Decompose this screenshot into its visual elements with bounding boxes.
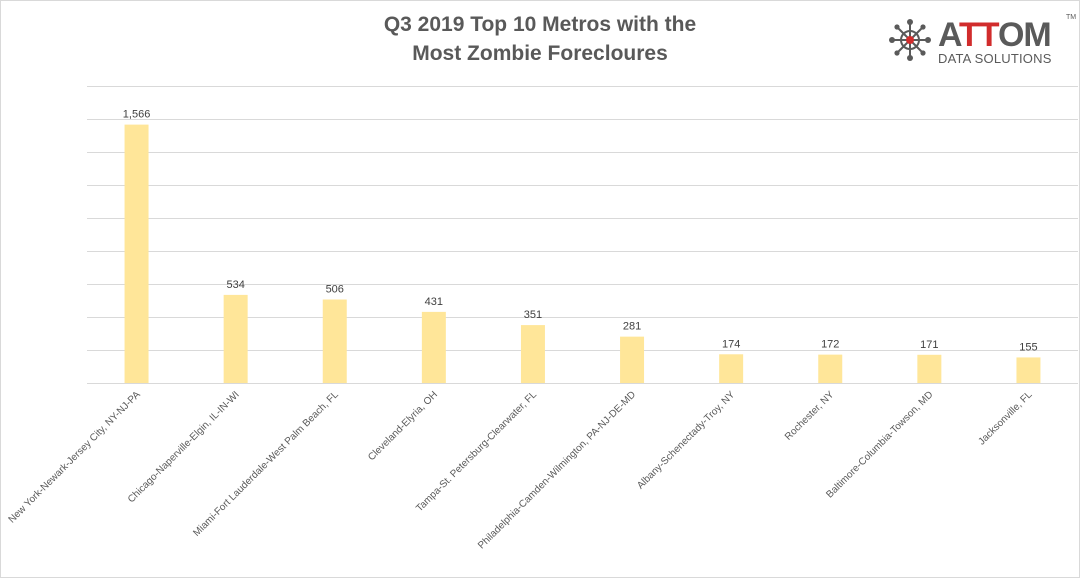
network-globe-icon: [889, 19, 931, 61]
bar: [917, 354, 942, 383]
data-label: 534: [226, 279, 244, 291]
data-label: 155: [1019, 341, 1037, 353]
chart-title-line2: Most Zombie Forecloures: [412, 42, 668, 65]
category-label: New York-Newark-Jersey City, NY-NJ-PA: [7, 389, 143, 525]
category-label: Tampa-St. Petersburg-Clearwater, FL: [414, 389, 539, 514]
bar: [520, 325, 545, 383]
logo-wordmark: ATTOM: [938, 16, 1052, 54]
attom-logo: ATTOM TM DATA SOLUTIONS: [886, 14, 1078, 70]
logo-wordmark-prefix: A: [938, 16, 960, 54]
chart-title: Q3 2019 Top 10 Metros with the Most Zomb…: [290, 10, 790, 68]
chart-title-line1: Q3 2019 Top 10 Metros with the: [383, 13, 697, 36]
category-label: Baltimore-Columbia-Towson, MD: [824, 389, 935, 500]
data-label: 172: [821, 339, 839, 351]
data-label: 174: [722, 338, 740, 350]
bar: [223, 294, 248, 383]
data-label: 171: [920, 339, 938, 351]
category-label: Cleveland-Elyria, OH: [366, 389, 440, 463]
category-labels: New York-Newark-Jersey City, NY-NJ-PAChi…: [7, 389, 1035, 551]
data-label: 351: [524, 309, 542, 321]
bar: [818, 354, 843, 383]
data-labels: 1,566 534 506 431 351 281 174 172 171 155: [123, 109, 1038, 354]
bar: [1016, 357, 1041, 383]
data-label: 506: [326, 284, 344, 296]
bar: [322, 299, 347, 383]
category-label: Philadelphia-Camden-Wilmington, PA-NJ-DE…: [476, 389, 638, 551]
data-label: 281: [623, 321, 641, 333]
bar: [124, 124, 149, 384]
bar: [421, 311, 446, 383]
bar: [620, 336, 645, 383]
bar: [719, 354, 744, 383]
logo-tagline: DATA SOLUTIONS: [938, 51, 1052, 66]
data-label: 1,566: [123, 109, 151, 121]
logo-wordmark-suffix: OM: [997, 16, 1052, 54]
category-label: Rochester, NY: [783, 389, 837, 443]
category-label: Chicago-Naperville-Elgin, IL-IN-WI: [126, 389, 242, 505]
gridlines: [87, 86, 1078, 384]
category-label: Jacksonville, FL: [976, 389, 1034, 447]
logo-trademark: TM: [1066, 14, 1077, 21]
logo-wordmark-accent: TT: [959, 16, 999, 54]
bars: [124, 124, 1041, 384]
category-label: Albany-Schenectady-Troy, NY: [635, 389, 737, 491]
data-label: 431: [425, 296, 443, 308]
